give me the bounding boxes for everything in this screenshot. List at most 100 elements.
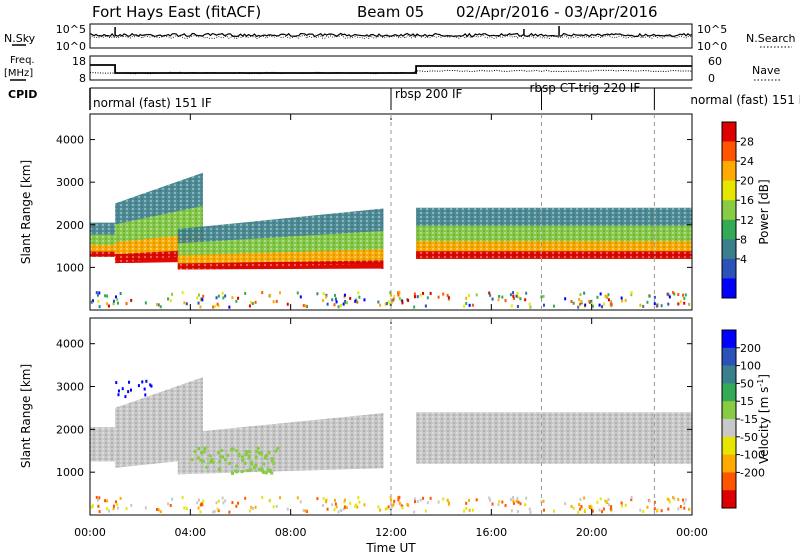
- power-speckle: [648, 294, 651, 298]
- velocity-speckle: [542, 499, 545, 503]
- freq-left-tick-bottom: 8: [79, 72, 86, 85]
- velocity-speckle: [345, 506, 348, 510]
- velocity-speckle: [299, 500, 302, 504]
- velocity-speckle: [215, 501, 218, 505]
- x-tick-label: 20:00: [576, 526, 608, 539]
- power-speckle: [196, 296, 199, 300]
- velocity-speckle: [379, 508, 382, 512]
- velocity-speckle: [279, 496, 282, 500]
- velocity-speckle: [325, 498, 328, 502]
- velocity-patch: [264, 455, 268, 459]
- power-speckle: [107, 304, 110, 308]
- velocity-label-main: Velocity [m s: [757, 387, 771, 464]
- velocity-patch: [249, 468, 253, 472]
- power-speckle: [491, 297, 494, 301]
- power-speckle: [416, 295, 419, 299]
- power-speckle: [447, 296, 450, 300]
- velocity-patch: [218, 468, 222, 472]
- x-tick-label: 08:00: [275, 526, 307, 539]
- velocity-speckle: [119, 496, 122, 500]
- power-speckle: [254, 300, 257, 304]
- power-speckle: [387, 300, 390, 304]
- velocity-patch: [200, 451, 204, 455]
- power-speckle: [517, 295, 520, 299]
- velocity-speckle: [607, 498, 610, 502]
- power-colorbar-swatch: [722, 180, 736, 201]
- velocity-speckle: [621, 504, 624, 508]
- velocity-speckle: [517, 500, 520, 504]
- power-speckle: [237, 296, 240, 300]
- velocity-colorbar-swatch: [722, 490, 736, 509]
- freq-label-line1: Freq.: [10, 55, 35, 66]
- power-speckle: [653, 302, 656, 306]
- velocity-speckle: [169, 503, 172, 507]
- power-speckle: [112, 302, 115, 306]
- power-colorbar-tick-label: 28: [740, 136, 754, 149]
- velocity-speckle: [610, 505, 613, 509]
- velocity-patch: [270, 471, 274, 475]
- power-speckle: [106, 302, 109, 306]
- power-speckle: [688, 302, 691, 306]
- velocity-patch: [270, 457, 274, 461]
- power-speckle: [335, 300, 338, 304]
- power-speckle: [156, 303, 159, 307]
- power-speckle: [656, 303, 659, 307]
- velocity-colorbar-tick-label: -15: [740, 413, 758, 426]
- power-speckle: [217, 294, 220, 298]
- velocity-panel: 1000 2000 3000 4000 Slant Range [km]: [19, 317, 693, 516]
- velocity-patch: [199, 458, 203, 462]
- velocity-patch: [262, 462, 266, 466]
- power-speckle: [340, 304, 343, 308]
- velocity-speckle: [413, 500, 416, 504]
- power-speckle: [228, 305, 231, 309]
- power-speckle: [552, 304, 555, 308]
- velocity-speckle: [197, 506, 200, 510]
- power-speckle: [489, 293, 492, 297]
- velocity-speckle: [337, 510, 340, 514]
- power-speckle: [401, 299, 404, 303]
- power-speckle: [159, 305, 162, 309]
- velocity-speckle: [197, 498, 200, 502]
- velocity-speckle: [620, 501, 623, 505]
- velocity-colorbar-swatch: [722, 436, 736, 455]
- power-speckle: [437, 295, 440, 299]
- velocity-blue-dot: [124, 395, 127, 399]
- velocity-speckle: [326, 507, 329, 511]
- power-speckle: [91, 299, 94, 303]
- velocity-speckle: [322, 497, 325, 501]
- velocity-speckle: [286, 507, 289, 511]
- power-speckle: [591, 304, 594, 308]
- velocity-speckle: [401, 506, 404, 510]
- power-speckle: [169, 299, 172, 303]
- velocity-colorbar-swatch: [722, 419, 736, 438]
- cpid-label: CPID: [8, 88, 37, 101]
- velocity-patch: [254, 463, 258, 467]
- power-speckle: [630, 293, 633, 297]
- power-speckle: [116, 301, 119, 305]
- velocity-speckle: [524, 503, 527, 507]
- velocity-speckle: [525, 496, 528, 500]
- velocity-speckle: [296, 496, 299, 500]
- velocity-speckle: [463, 509, 466, 513]
- velocity-patch: [261, 470, 265, 474]
- power-speckle: [261, 291, 264, 295]
- power-speckle: [601, 305, 604, 309]
- velocity-speckle: [501, 500, 504, 504]
- velocity-speckle: [98, 496, 101, 500]
- velocity-speckle: [397, 496, 400, 500]
- velocity-blue-dot: [117, 389, 120, 393]
- velocity-speckle: [491, 502, 494, 506]
- power-speckle: [504, 299, 507, 303]
- velocity-speckle: [333, 508, 336, 512]
- velocity-patch: [223, 458, 227, 462]
- power-speckle: [621, 299, 624, 303]
- power-speckle: [543, 303, 546, 307]
- velocity-patch: [264, 453, 268, 457]
- velocity-speckle: [390, 498, 393, 502]
- velocity-speckle: [217, 499, 220, 503]
- power-speckle: [512, 291, 515, 295]
- velocity-speckle: [349, 501, 352, 505]
- cpid-segment-label: rbsp CT-trig 220 IF: [530, 81, 641, 95]
- power-speckle: [516, 291, 519, 295]
- velocity-speckle: [275, 504, 278, 508]
